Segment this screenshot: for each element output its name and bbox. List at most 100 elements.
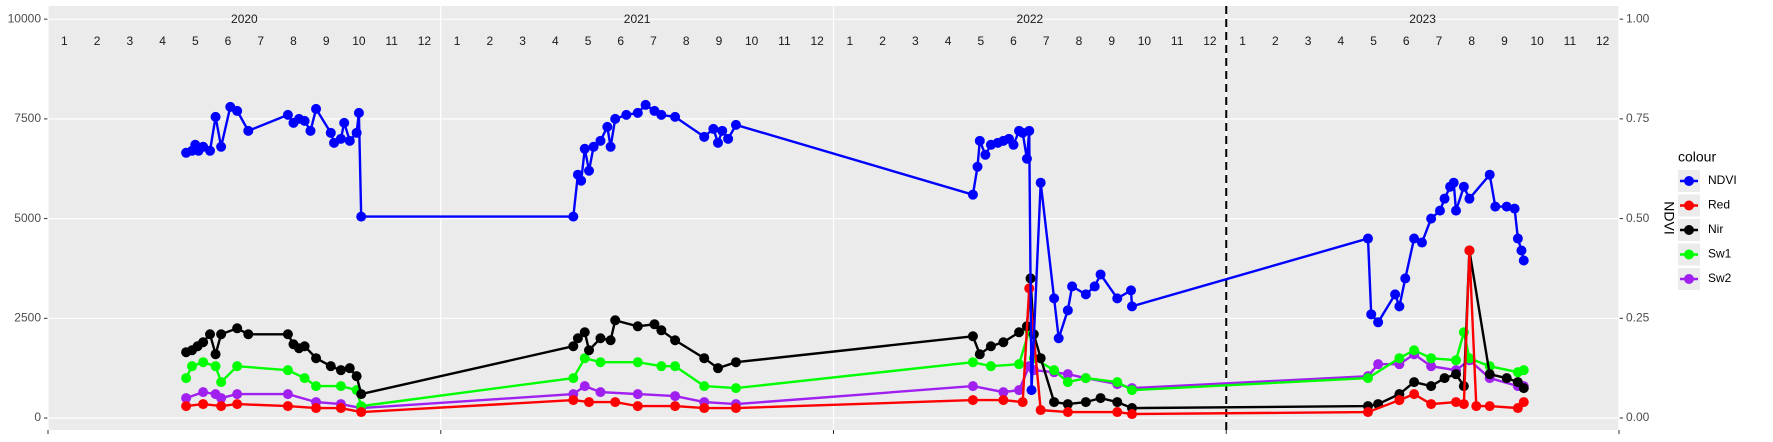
data-point bbox=[335, 381, 346, 392]
data-point bbox=[1089, 281, 1100, 292]
data-point bbox=[1484, 369, 1495, 380]
month-label: 8 bbox=[683, 34, 690, 48]
data-point bbox=[1067, 281, 1078, 292]
month-label: 3 bbox=[912, 34, 919, 48]
data-point bbox=[967, 331, 978, 342]
data-point bbox=[985, 361, 996, 372]
data-point bbox=[1049, 397, 1060, 408]
data-point bbox=[670, 361, 681, 372]
month-label: 5 bbox=[585, 34, 592, 48]
data-point bbox=[656, 325, 667, 336]
data-point bbox=[216, 393, 227, 404]
data-point bbox=[1014, 359, 1025, 370]
y2-tick-label: 0.75 bbox=[1626, 111, 1650, 125]
data-point bbox=[1112, 293, 1123, 304]
data-point bbox=[579, 381, 590, 392]
data-point bbox=[1394, 353, 1405, 364]
data-point bbox=[1095, 269, 1106, 280]
data-point bbox=[602, 121, 613, 132]
data-point bbox=[967, 395, 978, 406]
month-label: 9 bbox=[716, 34, 723, 48]
data-point bbox=[595, 135, 606, 146]
data-point bbox=[210, 361, 221, 372]
data-point bbox=[1458, 181, 1469, 192]
y2-axis-label: NDVI bbox=[1661, 201, 1677, 234]
data-point bbox=[967, 357, 978, 368]
month-label: 4 bbox=[1337, 34, 1344, 48]
data-point bbox=[584, 345, 595, 356]
data-point bbox=[568, 395, 579, 406]
data-point bbox=[972, 161, 983, 172]
data-point bbox=[1080, 373, 1091, 384]
data-point bbox=[723, 133, 734, 144]
data-point bbox=[299, 115, 310, 126]
data-point bbox=[1426, 213, 1437, 224]
data-point bbox=[584, 165, 595, 176]
month-label: 1 bbox=[847, 34, 854, 48]
data-point bbox=[1394, 395, 1405, 406]
data-point bbox=[1439, 373, 1450, 384]
data-point bbox=[282, 401, 293, 412]
data-point bbox=[335, 403, 346, 414]
year-label: 2022 bbox=[1017, 12, 1044, 26]
data-point bbox=[1021, 153, 1032, 164]
data-point bbox=[1409, 233, 1420, 244]
data-point bbox=[974, 135, 985, 146]
data-point bbox=[717, 125, 728, 136]
month-label: 10 bbox=[352, 34, 366, 48]
data-point bbox=[1451, 369, 1462, 380]
data-point bbox=[243, 125, 254, 136]
data-point bbox=[1501, 373, 1512, 384]
data-point bbox=[1373, 317, 1384, 328]
data-point bbox=[588, 141, 599, 152]
data-point bbox=[344, 363, 355, 374]
data-point bbox=[216, 377, 227, 388]
data-point bbox=[1095, 393, 1106, 404]
data-point bbox=[1026, 385, 1037, 396]
month-label: 9 bbox=[1108, 34, 1115, 48]
data-point bbox=[351, 371, 362, 382]
year-label: 2021 bbox=[624, 12, 651, 26]
data-point bbox=[632, 321, 643, 332]
data-point bbox=[198, 357, 209, 368]
y2-tick-label: 0.00 bbox=[1626, 410, 1650, 424]
data-point bbox=[282, 389, 293, 400]
data-point bbox=[568, 211, 579, 222]
data-point bbox=[1024, 283, 1035, 294]
data-point bbox=[572, 333, 583, 344]
data-point bbox=[699, 381, 710, 392]
data-point bbox=[576, 175, 587, 186]
data-point bbox=[1512, 233, 1523, 244]
data-point bbox=[311, 103, 322, 114]
data-point bbox=[232, 399, 243, 410]
data-point bbox=[1024, 125, 1035, 136]
data-point bbox=[605, 335, 616, 346]
y-tick-label: 7500 bbox=[14, 111, 41, 125]
data-point bbox=[232, 389, 243, 400]
data-point bbox=[1518, 397, 1529, 408]
data-point bbox=[730, 119, 741, 130]
data-point bbox=[670, 335, 681, 346]
month-label: 7 bbox=[1043, 34, 1050, 48]
data-point bbox=[325, 127, 336, 138]
data-point bbox=[1448, 177, 1459, 188]
data-point bbox=[610, 315, 621, 326]
month-label: 10 bbox=[1530, 34, 1544, 48]
month-label: 7 bbox=[650, 34, 657, 48]
data-point bbox=[1062, 305, 1073, 316]
data-point bbox=[708, 123, 719, 134]
data-point bbox=[568, 341, 579, 352]
data-point bbox=[305, 125, 316, 136]
legend-label: Sw2 bbox=[1708, 271, 1732, 285]
data-point bbox=[595, 357, 606, 368]
data-point bbox=[568, 373, 579, 384]
data-point bbox=[1014, 327, 1025, 338]
month-label: 2 bbox=[94, 34, 101, 48]
data-point bbox=[243, 329, 254, 340]
legend-dot bbox=[1684, 249, 1694, 260]
legend-dot bbox=[1684, 225, 1694, 235]
data-point bbox=[584, 397, 595, 408]
data-point bbox=[1366, 309, 1377, 320]
data-point bbox=[1409, 389, 1420, 400]
data-point bbox=[205, 329, 216, 340]
